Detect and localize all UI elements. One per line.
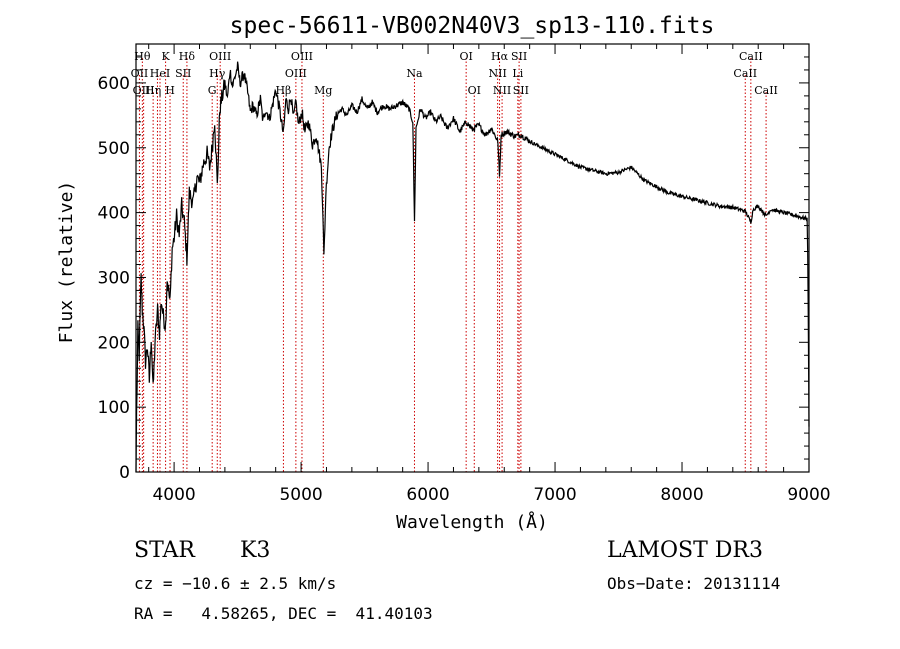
spectral-line-label: OIII	[133, 84, 155, 97]
y-tick-label: 500	[98, 139, 130, 159]
spectral-line-labels: HθOIIOIIIHηHeIKHSIIHδGHγOIIIHβOIIIOIIIMg…	[131, 50, 778, 97]
y-tick-label: 300	[98, 268, 130, 288]
spectral-line-label: NII	[493, 84, 511, 97]
x-tick-label: 6000	[406, 485, 449, 505]
spectral-line-label: SII	[511, 50, 527, 63]
spectral-line-label: Hα	[491, 50, 509, 63]
y-axis-label: Flux (relative)	[56, 181, 77, 344]
spectral-line-label: NII	[488, 67, 506, 80]
x-tick-label: 9000	[787, 485, 830, 505]
plot-frame	[135, 43, 810, 473]
spectral-line-label: Hγ	[209, 67, 226, 80]
spectral-line-markers	[138, 58, 767, 472]
spectral-line-label: CaII	[733, 67, 757, 80]
spectral-line-label: G	[208, 84, 217, 97]
spectral-line-label: OIII	[209, 50, 231, 63]
chart-title: spec-56611-VB002N40V3_sp13-110.fits	[230, 13, 715, 39]
spectral-line-label: OI	[459, 50, 472, 63]
spectral-line-label: Na	[406, 67, 423, 80]
spectral-line-label: SII	[513, 84, 529, 97]
x-tick-label: 7000	[533, 485, 576, 505]
y-tick-label: 600	[98, 74, 130, 94]
spectral-line-label: CaII	[739, 50, 763, 63]
axis-ticks	[136, 44, 810, 473]
x-tick-label: 5000	[279, 485, 322, 505]
x-tick-label: 4000	[152, 485, 195, 505]
y-tick-label: 200	[98, 333, 130, 353]
spectral-line-label: Hθ	[134, 50, 151, 63]
spectral-line-label: Hβ	[275, 84, 291, 97]
x-tick-label: 8000	[660, 485, 703, 505]
spectral-line-label: Hδ	[179, 50, 196, 63]
axis-tick-labels: 4000 5000 6000 7000 8000 9000 0 100 200 300 400 500…	[98, 74, 831, 505]
object-subclass: K3	[240, 538, 271, 563]
spectral-line-label: OIII	[291, 50, 313, 63]
spectral-line-label: HeI	[150, 67, 170, 80]
spectral-line-label: OII	[131, 67, 149, 80]
spectral-line-label: CaII	[754, 84, 778, 97]
spectral-line-label: K	[161, 50, 170, 63]
spectrum-line	[135, 61, 810, 473]
redshift-text: cz = −10.6 ± 2.5 km/s	[134, 574, 337, 593]
y-tick-label: 100	[98, 398, 130, 418]
survey-label: LAMOST DR3	[607, 538, 763, 563]
spectral-line-label: OI	[468, 84, 481, 97]
obs-date-text: Obs−Date: 20131114	[607, 574, 781, 593]
spectral-line-label: Hη	[145, 84, 161, 97]
y-tick-label: 0	[119, 463, 130, 483]
spectral-line-label: OIII	[285, 67, 307, 80]
spectral-line-label: Mg	[314, 84, 332, 97]
spectral-line-label: H	[165, 84, 175, 97]
x-axis-label: Wavelength (Å)	[396, 511, 548, 533]
spectral-line-label: SII	[175, 67, 191, 80]
spectral-line-label: Li	[512, 67, 523, 80]
coordinates-text: RA = 4.58265, DEC = 41.40103	[134, 604, 433, 623]
object-class: STAR	[134, 538, 195, 563]
y-tick-label: 400	[98, 204, 130, 224]
